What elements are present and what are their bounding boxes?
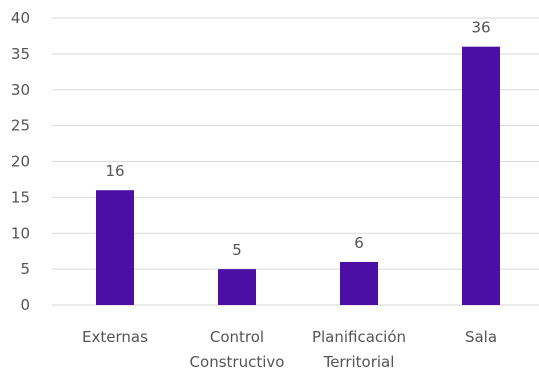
x-category-label: Externas [82, 328, 148, 346]
y-tick-label: 10 [11, 224, 30, 242]
bars [96, 46, 500, 305]
y-tick-label: 30 [11, 81, 30, 99]
data-label: 16 [105, 162, 124, 180]
data-label: 6 [354, 234, 364, 252]
y-tick-label: 25 [11, 117, 30, 135]
x-category-label: Sala [465, 328, 497, 346]
y-axis-ticks: 0 5 10 15 20 25 30 35 40 [11, 9, 30, 314]
x-axis-categories: Externas Control Constructivo Planificación… [82, 328, 497, 371]
x-category-label: Territorial [323, 353, 395, 371]
bar [462, 46, 500, 305]
x-category-label: Constructivo [190, 353, 285, 371]
y-tick-label: 35 [11, 45, 30, 63]
data-labels: 16 5 6 36 [105, 19, 490, 259]
data-label: 5 [232, 241, 242, 259]
y-tick-label: 0 [20, 296, 30, 314]
x-category-label: Control [210, 328, 264, 346]
y-tick-label: 20 [11, 153, 30, 171]
y-tick-label: 15 [11, 188, 30, 206]
y-tick-label: 5 [20, 260, 30, 278]
y-tick-label: 40 [11, 9, 30, 27]
bar [340, 261, 378, 305]
bar [96, 190, 134, 305]
x-category-label: Planificación [312, 328, 406, 346]
data-label: 36 [471, 19, 490, 37]
bar [218, 269, 256, 305]
